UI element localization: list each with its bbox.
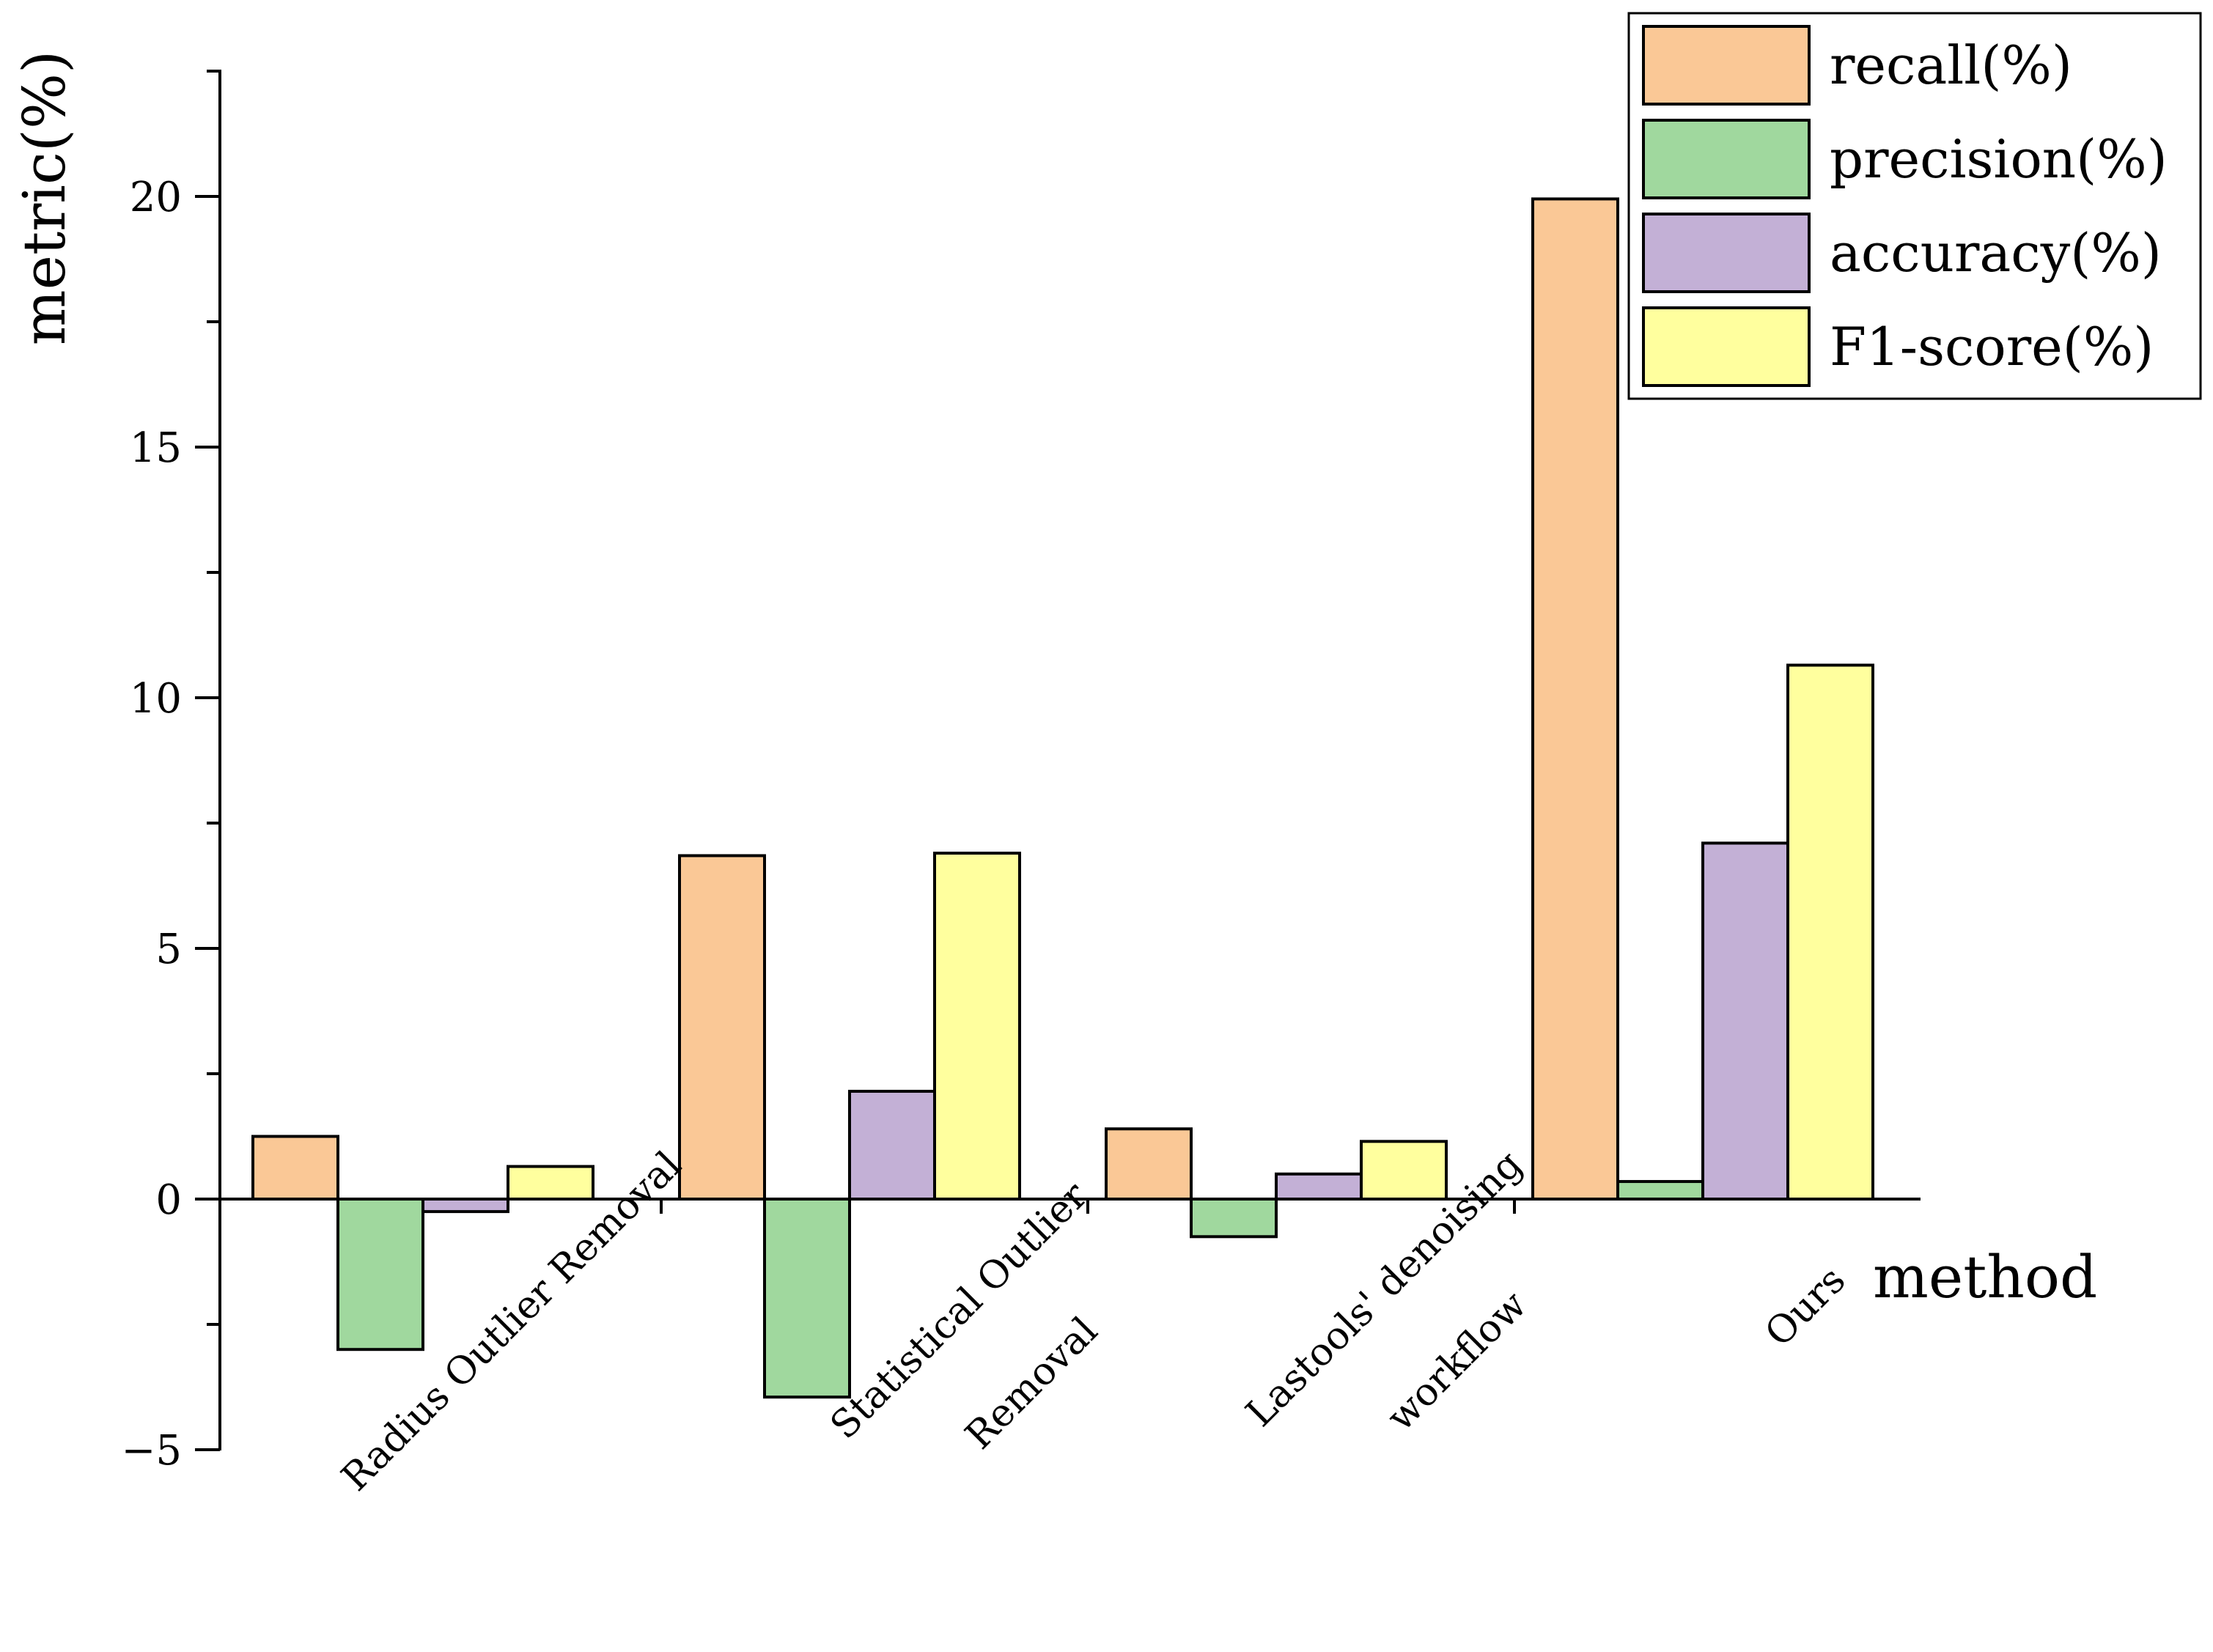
legend-label: accuracy(%) — [1830, 222, 2162, 284]
category-label: Statistical OutlierRemoval — [822, 1174, 1169, 1521]
bar-accuracy-1 — [848, 1089, 936, 1201]
bar-precision-0 — [336, 1198, 424, 1352]
y-tick-label: 10 — [130, 675, 182, 723]
bar-f1-score-0 — [507, 1165, 594, 1201]
legend: recall(%) precision(%) accuracy(%) F1-score… — [1627, 12, 2202, 400]
axes-layer — [195, 70, 1921, 1451]
bar-f1-score-3 — [1786, 663, 1874, 1201]
y-tick-label: 5 — [155, 926, 182, 973]
category-label-line: Statistical Outlier — [822, 1174, 1097, 1448]
bar-precision-1 — [763, 1198, 851, 1399]
x-axis-title: method — [1873, 1243, 2097, 1311]
bar-recall-2 — [1105, 1127, 1193, 1201]
bar-accuracy-2 — [1275, 1172, 1363, 1201]
bars-layer — [251, 197, 1874, 1399]
bar-accuracy-3 — [1701, 841, 1789, 1201]
legend-swatch — [1642, 306, 1811, 387]
bar-recall-1 — [678, 854, 766, 1201]
y-tick-label: 0 — [155, 1176, 182, 1224]
y-tick-label: −5 — [121, 1427, 182, 1475]
bar-f1-score-1 — [933, 852, 1021, 1201]
legend-label: recall(%) — [1830, 34, 2072, 96]
bar-accuracy-0 — [421, 1198, 509, 1214]
category-label-line: Removal — [957, 1309, 1106, 1458]
bar-f1-score-2 — [1360, 1140, 1448, 1201]
category-label-line: workflow — [1378, 1283, 1535, 1439]
bar-recall-3 — [1531, 197, 1619, 1201]
legend-label: F1-score(%) — [1830, 316, 2154, 377]
legend-label: precision(%) — [1830, 128, 2168, 190]
legend-swatch — [1642, 213, 1811, 293]
y-tick-label: 15 — [130, 424, 182, 472]
category-label: Ours — [1757, 1258, 1855, 1356]
bar-precision-2 — [1190, 1198, 1278, 1239]
legend-swatch — [1642, 25, 1811, 106]
category-label-line: Ours — [1757, 1258, 1855, 1356]
bar-precision-3 — [1616, 1180, 1704, 1201]
y-tick-label: 20 — [130, 174, 182, 221]
bar-recall-0 — [251, 1135, 339, 1201]
y-axis-title: metric(%) — [10, 51, 78, 345]
legend-swatch — [1642, 119, 1811, 199]
